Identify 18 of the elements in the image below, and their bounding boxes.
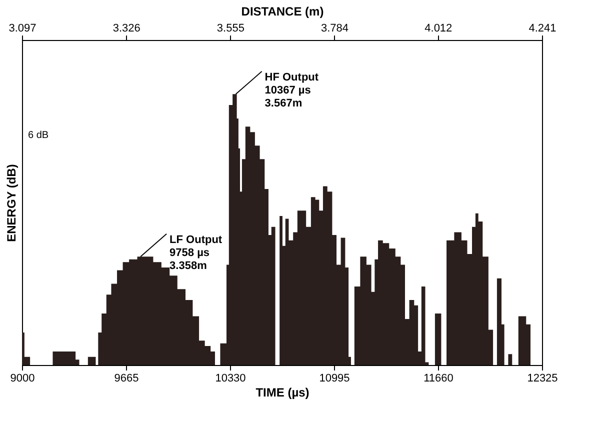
x-axis-title: TIME (µs) <box>256 386 310 400</box>
x2-tick-label: 3.784 <box>321 22 349 34</box>
annotation: HF Output 10367 µs 3.567m <box>264 71 319 110</box>
x2-tick-label: 3.555 <box>216 22 244 34</box>
x-tick-label: 11660 <box>424 372 454 384</box>
x2-tick-label: 4.241 <box>528 22 556 34</box>
x-tick-label: 10995 <box>319 372 350 384</box>
x-tick-label: 9665 <box>114 372 139 384</box>
x2-tick-label: 3.097 <box>8 22 36 34</box>
x2-tick-label: 3.326 <box>112 22 140 34</box>
x-tick-label: 12325 <box>527 372 558 384</box>
annotation: LF Output 9758 µs 3.358m <box>170 234 222 272</box>
x2-axis-title: DISTANCE (m) <box>241 4 324 18</box>
x-tick-label: 10330 <box>215 372 246 384</box>
x-tick-label: 9000 <box>10 372 35 384</box>
y-axis-title: ENERGY (dB) <box>4 164 18 242</box>
annotation: 6 dB <box>28 130 49 141</box>
x2-tick-label: 4.012 <box>424 22 452 34</box>
